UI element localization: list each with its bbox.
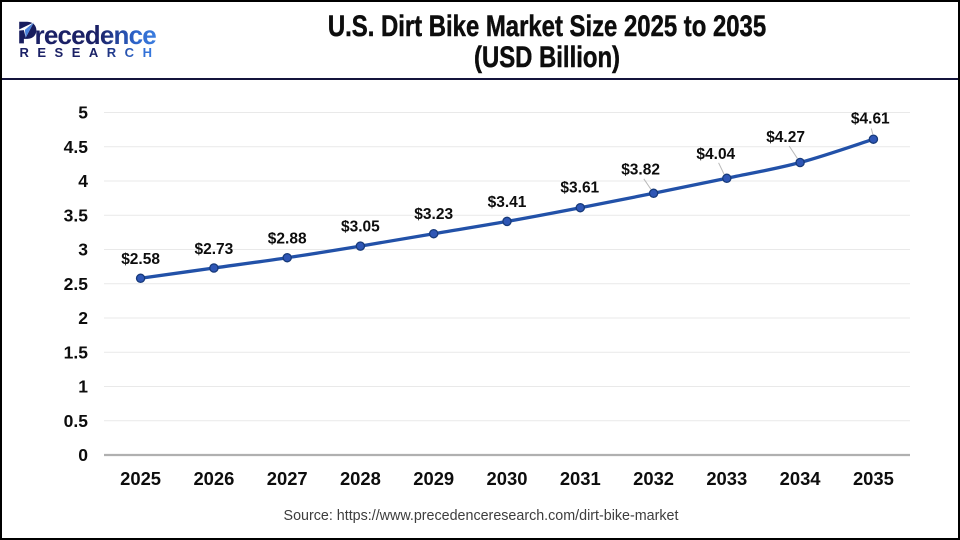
- svg-text:2033: 2033: [706, 468, 747, 489]
- svg-text:2029: 2029: [413, 468, 454, 489]
- svg-text:$2.73: $2.73: [195, 241, 234, 258]
- svg-text:2025: 2025: [120, 468, 161, 489]
- svg-text:4.5: 4.5: [64, 137, 89, 157]
- svg-text:5: 5: [78, 103, 88, 123]
- svg-text:3.5: 3.5: [64, 205, 89, 225]
- svg-text:2030: 2030: [487, 468, 528, 489]
- svg-text:2.5: 2.5: [64, 274, 89, 294]
- svg-text:$3.82: $3.82: [621, 162, 660, 179]
- svg-text:$4.04: $4.04: [696, 146, 735, 163]
- svg-text:$2.58: $2.58: [121, 251, 160, 268]
- svg-text:$3.23: $3.23: [414, 206, 453, 223]
- svg-text:2031: 2031: [560, 468, 601, 489]
- svg-text:2028: 2028: [340, 468, 381, 489]
- svg-text:0: 0: [78, 445, 88, 465]
- svg-text:recedence: recedence: [35, 20, 157, 50]
- svg-text:4: 4: [78, 171, 88, 191]
- svg-text:2027: 2027: [267, 468, 308, 489]
- svg-text:1.5: 1.5: [64, 342, 89, 362]
- svg-text:3: 3: [78, 240, 88, 260]
- svg-text:0.5: 0.5: [64, 411, 89, 431]
- svg-text:$3.41: $3.41: [488, 194, 527, 211]
- svg-text:$2.88: $2.88: [268, 231, 307, 248]
- svg-text:$3.05: $3.05: [341, 219, 380, 236]
- svg-text:$4.27: $4.27: [766, 129, 805, 146]
- svg-text:2: 2: [78, 308, 88, 328]
- svg-text:$3.61: $3.61: [560, 180, 599, 197]
- svg-text:2026: 2026: [193, 468, 234, 489]
- svg-text:2034: 2034: [780, 468, 822, 489]
- svg-text:2035: 2035: [853, 468, 894, 489]
- svg-text:1: 1: [78, 377, 88, 397]
- svg-text:RESEARCH: RESEARCH: [20, 45, 161, 60]
- svg-text:$4.61: $4.61: [851, 110, 890, 127]
- svg-text:2032: 2032: [633, 468, 674, 489]
